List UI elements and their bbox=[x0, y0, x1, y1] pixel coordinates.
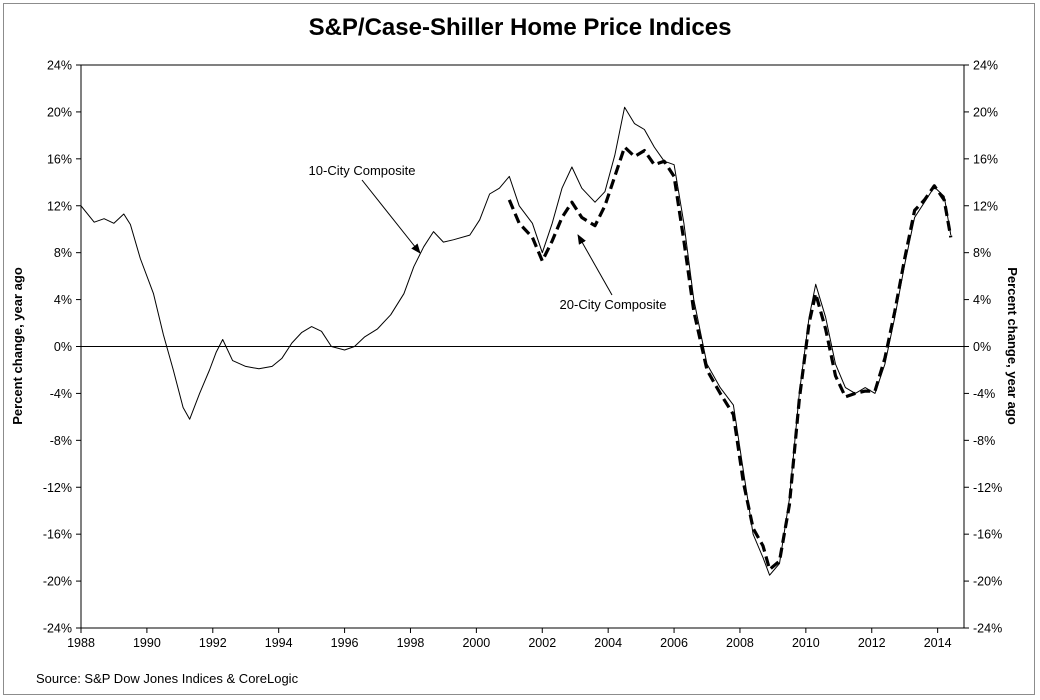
y-tick-label-right: 12% bbox=[973, 199, 998, 213]
y-tick-label-left: -16% bbox=[43, 528, 72, 542]
annotation-layer: 10-City Composite 20-City Composite bbox=[309, 163, 667, 312]
y-tick-label-right: 0% bbox=[973, 340, 991, 354]
x-tick-label: 2012 bbox=[858, 636, 886, 650]
y-tick-label-left: 24% bbox=[47, 59, 72, 73]
right-axis-ticks: 24% 20% 16% 12% 8% 4% 0% -4% -8% -12% -16% -20% -24% bbox=[964, 59, 1002, 636]
y-tick-label-right: 24% bbox=[973, 59, 998, 73]
x-tick-label: 2002 bbox=[528, 636, 556, 650]
y-tick-label-right: 4% bbox=[973, 293, 991, 307]
y-tick-label-right: -20% bbox=[973, 575, 1002, 589]
series-line-20-city bbox=[507, 145, 953, 571]
y-tick-label-left: 20% bbox=[47, 105, 72, 119]
x-tick-label: 1996 bbox=[331, 636, 359, 650]
x-tick-label: 2014 bbox=[924, 636, 952, 650]
y-tick-label-right: 8% bbox=[973, 246, 991, 260]
x-tick-label: 1992 bbox=[199, 636, 227, 650]
y-tick-label-left: 8% bbox=[54, 246, 72, 260]
y-tick-label-left: 0% bbox=[54, 340, 72, 354]
right-axis-title: Percent change, year ago bbox=[1005, 267, 1020, 425]
annotation-label: 20-City Composite bbox=[560, 297, 667, 312]
x-axis-ticks: 1988 1990 1992 1994 1996 1998 2000 2002 2004 2006… bbox=[67, 628, 952, 650]
y-tick-label-left: -24% bbox=[43, 622, 72, 636]
y-tick-label-left: -12% bbox=[43, 481, 72, 495]
y-tick-label-left: 4% bbox=[54, 293, 72, 307]
chart-title: S&P/Case-Shiller Home Price Indices bbox=[308, 14, 732, 41]
y-tick-label-left: 12% bbox=[47, 199, 72, 213]
series-line-10-city bbox=[80, 106, 952, 576]
x-tick-label: 2000 bbox=[462, 636, 490, 650]
x-tick-label: 2004 bbox=[594, 636, 622, 650]
x-tick-label: 2010 bbox=[792, 636, 820, 650]
annotation-arrow bbox=[361, 179, 421, 254]
y-tick-label-right: -12% bbox=[973, 481, 1002, 495]
y-tick-label-left: 16% bbox=[47, 152, 72, 166]
y-tick-label-left: -20% bbox=[43, 575, 72, 589]
y-tick-label-right: -8% bbox=[973, 434, 995, 448]
left-axis-ticks: 24% 20% 16% 12% 8% 4% 0% -4% -8% -12% -16% -20% -24% bbox=[43, 59, 81, 636]
x-tick-label: 2006 bbox=[660, 636, 688, 650]
x-tick-label: 1988 bbox=[67, 636, 95, 650]
chart-frame bbox=[3, 3, 1035, 695]
series-layer bbox=[80, 106, 953, 576]
y-tick-label-right: 20% bbox=[973, 105, 998, 119]
y-tick-label-right: -4% bbox=[973, 387, 995, 401]
source-note: Source: S&P Dow Jones Indices & CoreLogi… bbox=[36, 671, 299, 686]
annotation-arrow bbox=[577, 234, 613, 296]
y-tick-label-right: 16% bbox=[973, 152, 998, 166]
y-tick-label-left: -8% bbox=[50, 434, 72, 448]
y-tick-label-left: -4% bbox=[50, 387, 72, 401]
annotation-label: 10-City Composite bbox=[309, 163, 416, 178]
x-tick-label: 1994 bbox=[265, 636, 293, 650]
x-tick-label: 2008 bbox=[726, 636, 754, 650]
left-axis-title: Percent change, year ago bbox=[10, 267, 25, 425]
y-tick-label-right: -24% bbox=[973, 622, 1002, 636]
x-tick-label: 1998 bbox=[397, 636, 425, 650]
x-tick-label: 1990 bbox=[133, 636, 161, 650]
y-tick-label-right: -16% bbox=[973, 528, 1002, 542]
